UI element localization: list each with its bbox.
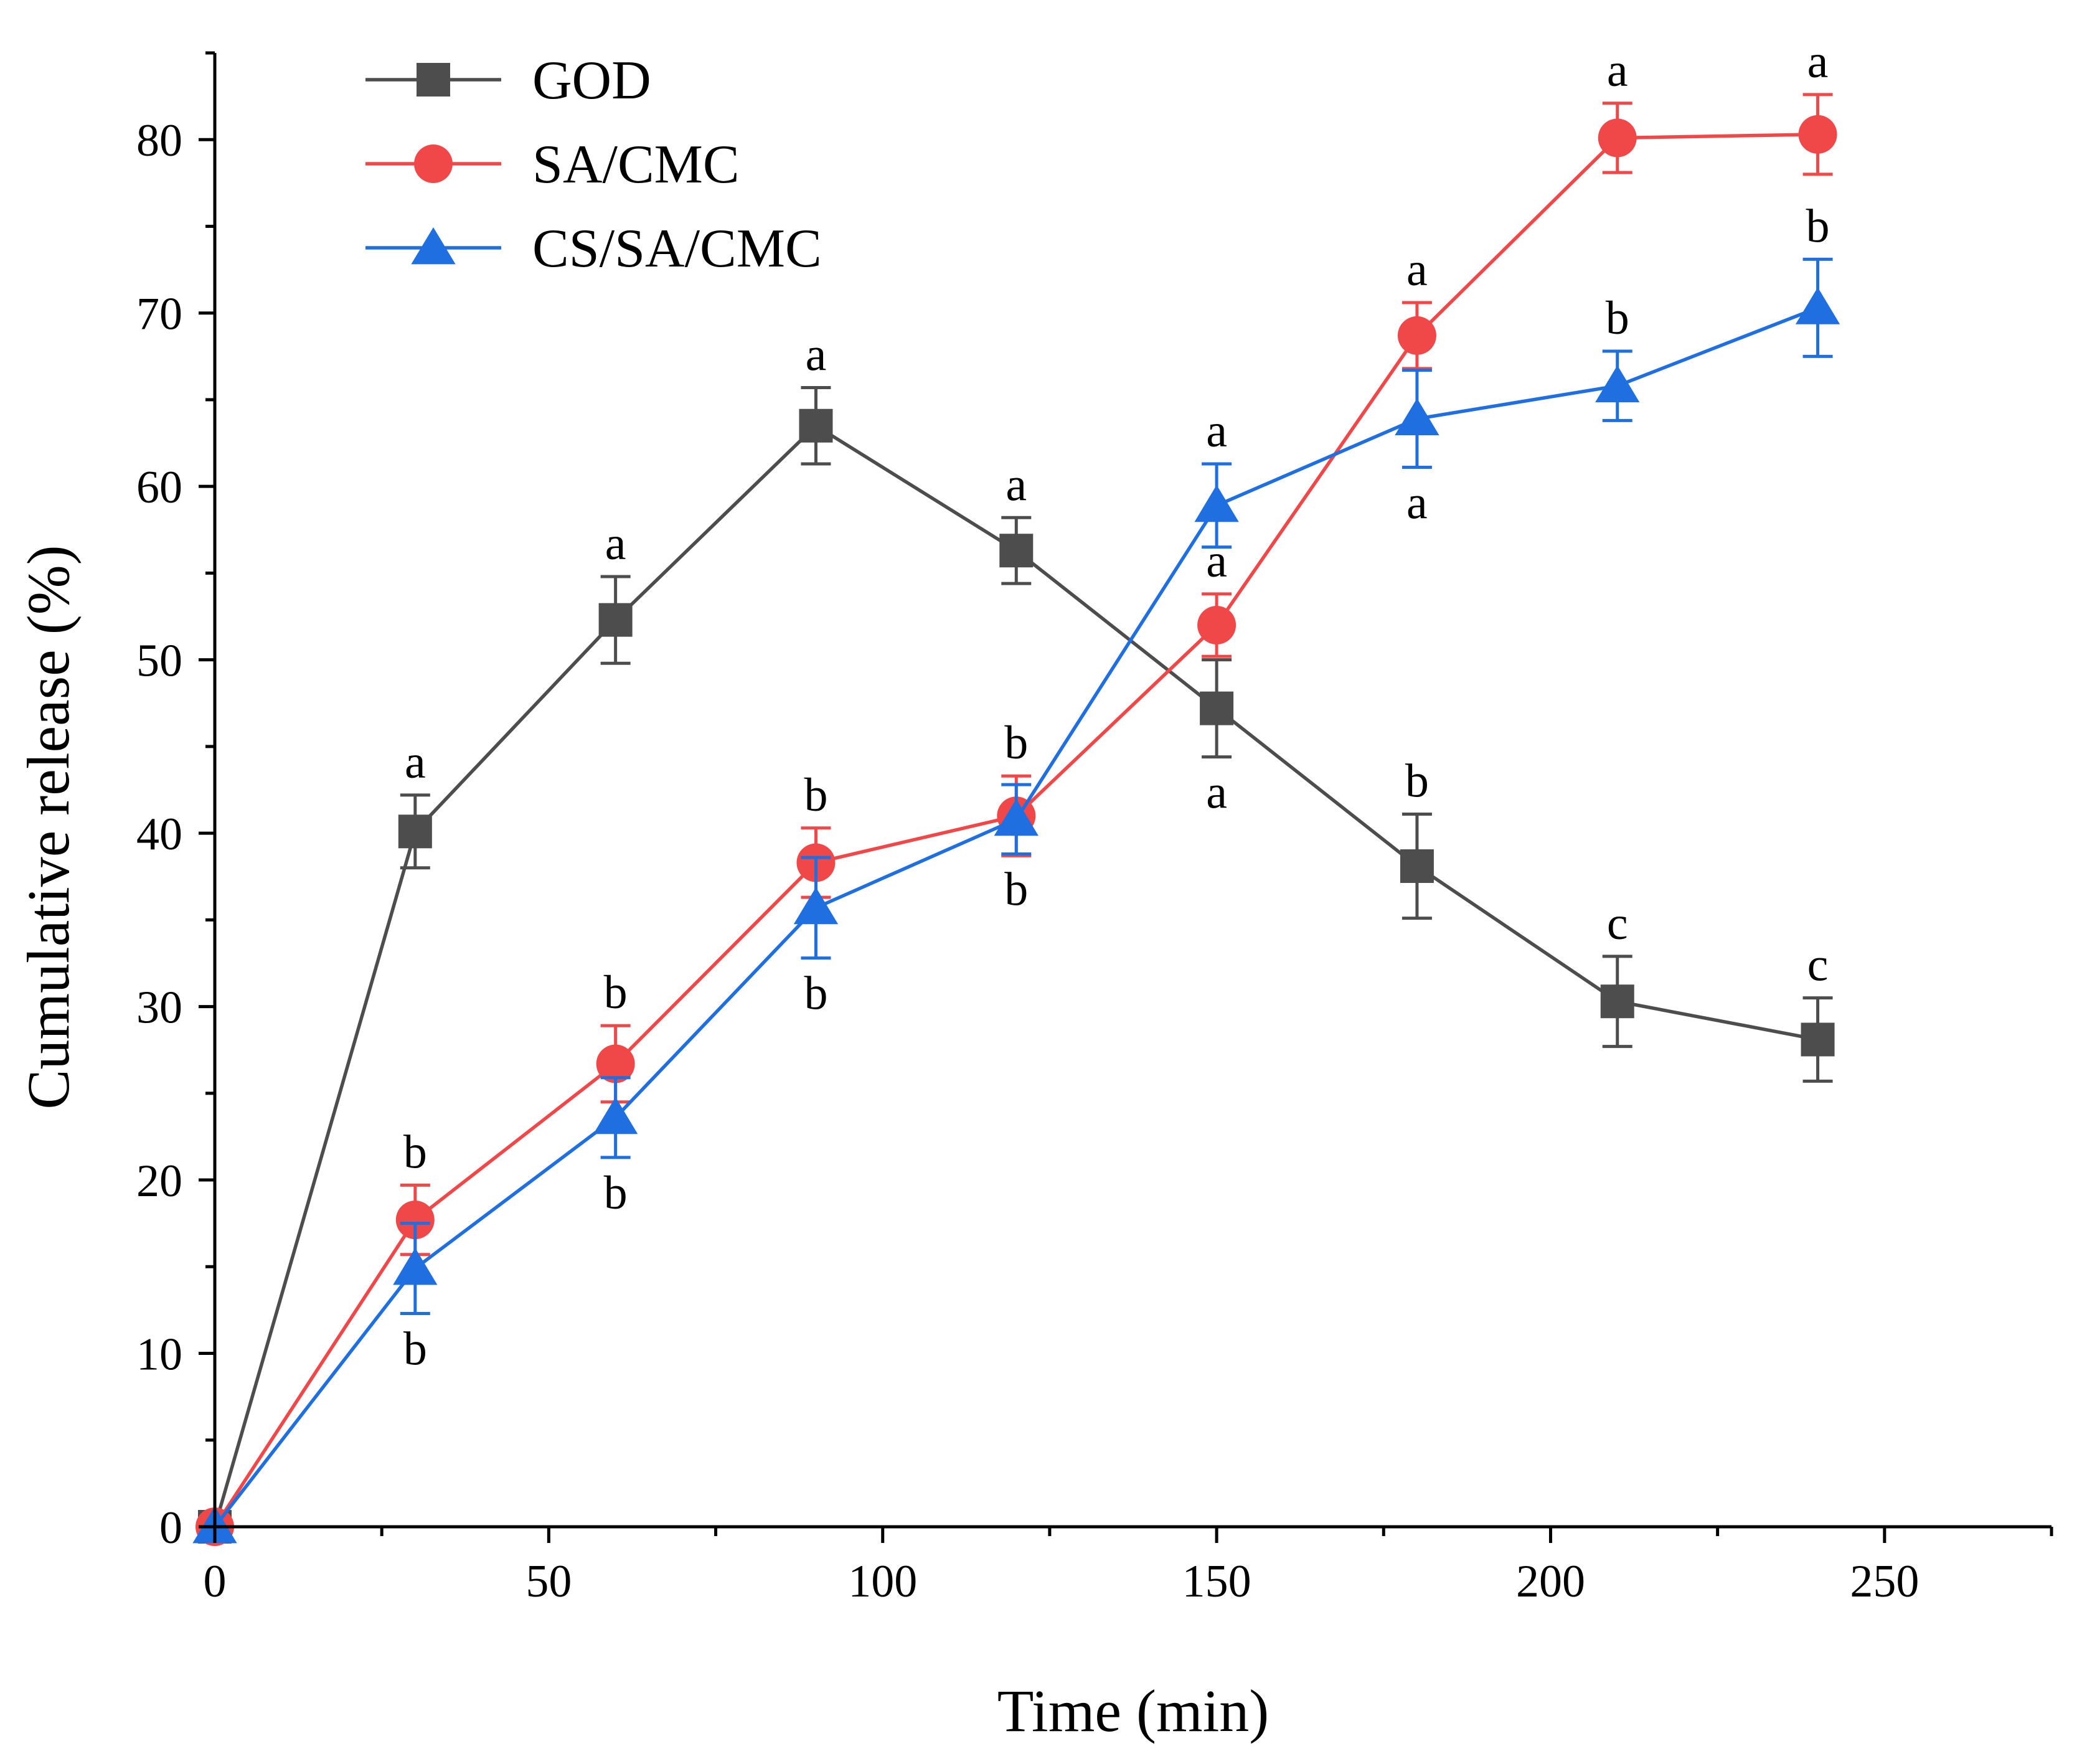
legend-item-god: GOD	[365, 50, 651, 111]
data-point-sa-cmc	[596, 1044, 635, 1083]
data-point-sa-cmc	[395, 1200, 435, 1240]
data-point-cs-sa-cmc	[994, 798, 1039, 836]
significance-label-god: a	[806, 328, 827, 380]
y-tick-label: 40	[136, 809, 182, 860]
significance-label-cs-sa-cmc: a	[1406, 477, 1428, 529]
data-point-cs-sa-cmc	[1194, 484, 1239, 522]
data-point-god	[999, 534, 1034, 568]
data-point-god	[1600, 984, 1634, 1019]
significance-label-god: c	[1607, 897, 1628, 950]
series-god	[198, 385, 1835, 1544]
y-tick-label: 80	[136, 115, 182, 166]
significance-label-cs-sa-cmc: b	[1606, 292, 1629, 344]
x-tick-label: 250	[1850, 1556, 1919, 1607]
data-point-cs-sa-cmc	[393, 1248, 438, 1285]
significance-label-god: a	[405, 736, 426, 788]
significance-label-sa-cmc: a	[1206, 535, 1227, 587]
data-point-cs-sa-cmc	[1795, 287, 1840, 324]
y-axis-title: Cumulative release (%)	[15, 545, 82, 1109]
significance-label-cs-sa-cmc: b	[1806, 200, 1830, 252]
significance-label-sa-cmc: b	[604, 966, 628, 1019]
y-tick-label: 0	[159, 1502, 182, 1554]
significance-label-sa-cmc: b	[1004, 717, 1028, 769]
significance-label-sa-cmc: b	[804, 769, 827, 821]
data-point-cs-sa-cmc	[793, 887, 839, 925]
y-tick-label: 50	[136, 636, 182, 687]
x-tick-label: 100	[848, 1556, 917, 1607]
data-point-cs-sa-cmc	[1595, 365, 1640, 403]
legend-marker	[414, 144, 453, 183]
y-tick-label: 30	[136, 983, 182, 1034]
series-cs-sa-cmc	[192, 257, 1840, 1544]
significance-label-cs-sa-cmc: b	[604, 1167, 628, 1219]
significance-label-sa-cmc: a	[1406, 243, 1428, 296]
legend-item-cs-sa-cmc: CS/SA/CMC	[365, 219, 822, 279]
legend: GOD SA/CMC CS/SA/CMC	[365, 50, 822, 279]
x-tick-label: 0	[204, 1556, 227, 1607]
significance-label-god: c	[1807, 939, 1829, 991]
significance-label-god: a	[605, 517, 626, 570]
data-point-god	[1200, 691, 1234, 725]
x-tick-label: 50	[525, 1556, 572, 1607]
significance-labels: a a a a a b c c b b b b a a a a b b b b a a b b	[403, 35, 1830, 1375]
significance-label-cs-sa-cmc: b	[804, 968, 827, 1020]
data-point-god	[1400, 849, 1434, 884]
legend-marker	[411, 227, 456, 265]
data-point-sa-cmc	[1798, 115, 1837, 154]
significance-label-cs-sa-cmc: a	[1206, 405, 1227, 457]
significance-label-sa-cmc: b	[403, 1126, 427, 1178]
x-axis-title: Time (min)	[997, 1677, 1270, 1744]
significance-label-sa-cmc: a	[1807, 35, 1829, 88]
y-tick-label: 70	[136, 289, 182, 340]
data-point-god	[398, 814, 432, 849]
y-tick-label: 10	[136, 1329, 182, 1380]
y-tick-label: 20	[136, 1156, 182, 1207]
significance-label-sa-cmc: a	[1607, 44, 1628, 97]
significance-label-god: a	[1006, 458, 1027, 511]
legend-label: GOD	[532, 50, 651, 111]
data-point-god	[598, 603, 633, 637]
data-point-sa-cmc	[1197, 605, 1237, 644]
significance-label-god: a	[1206, 766, 1227, 819]
data-point-cs-sa-cmc	[1395, 398, 1439, 435]
legend-item-sa-cmc: SA/CMC	[365, 134, 740, 195]
data-point-god	[1801, 1022, 1835, 1057]
significance-label-cs-sa-cmc: b	[1004, 864, 1028, 916]
legend-marker	[417, 63, 450, 97]
data-point-sa-cmc	[1397, 316, 1436, 355]
data-point-god	[799, 408, 833, 443]
series-layer	[192, 93, 1840, 1546]
y-tick-label: 60	[136, 462, 182, 513]
data-point-cs-sa-cmc	[593, 1097, 638, 1134]
x-tick-label: 150	[1182, 1556, 1251, 1607]
legend-label: SA/CMC	[532, 134, 740, 195]
significance-label-god: b	[1405, 755, 1429, 807]
axes-layer: 0 50 100 150 200 250 0 10 20 30 40 50 60 70 80	[136, 51, 2053, 1607]
significance-label-cs-sa-cmc: b	[403, 1323, 427, 1375]
legend-label: CS/SA/CMC	[532, 219, 822, 279]
x-tick-label: 200	[1516, 1556, 1585, 1607]
data-point-sa-cmc	[1598, 118, 1637, 158]
